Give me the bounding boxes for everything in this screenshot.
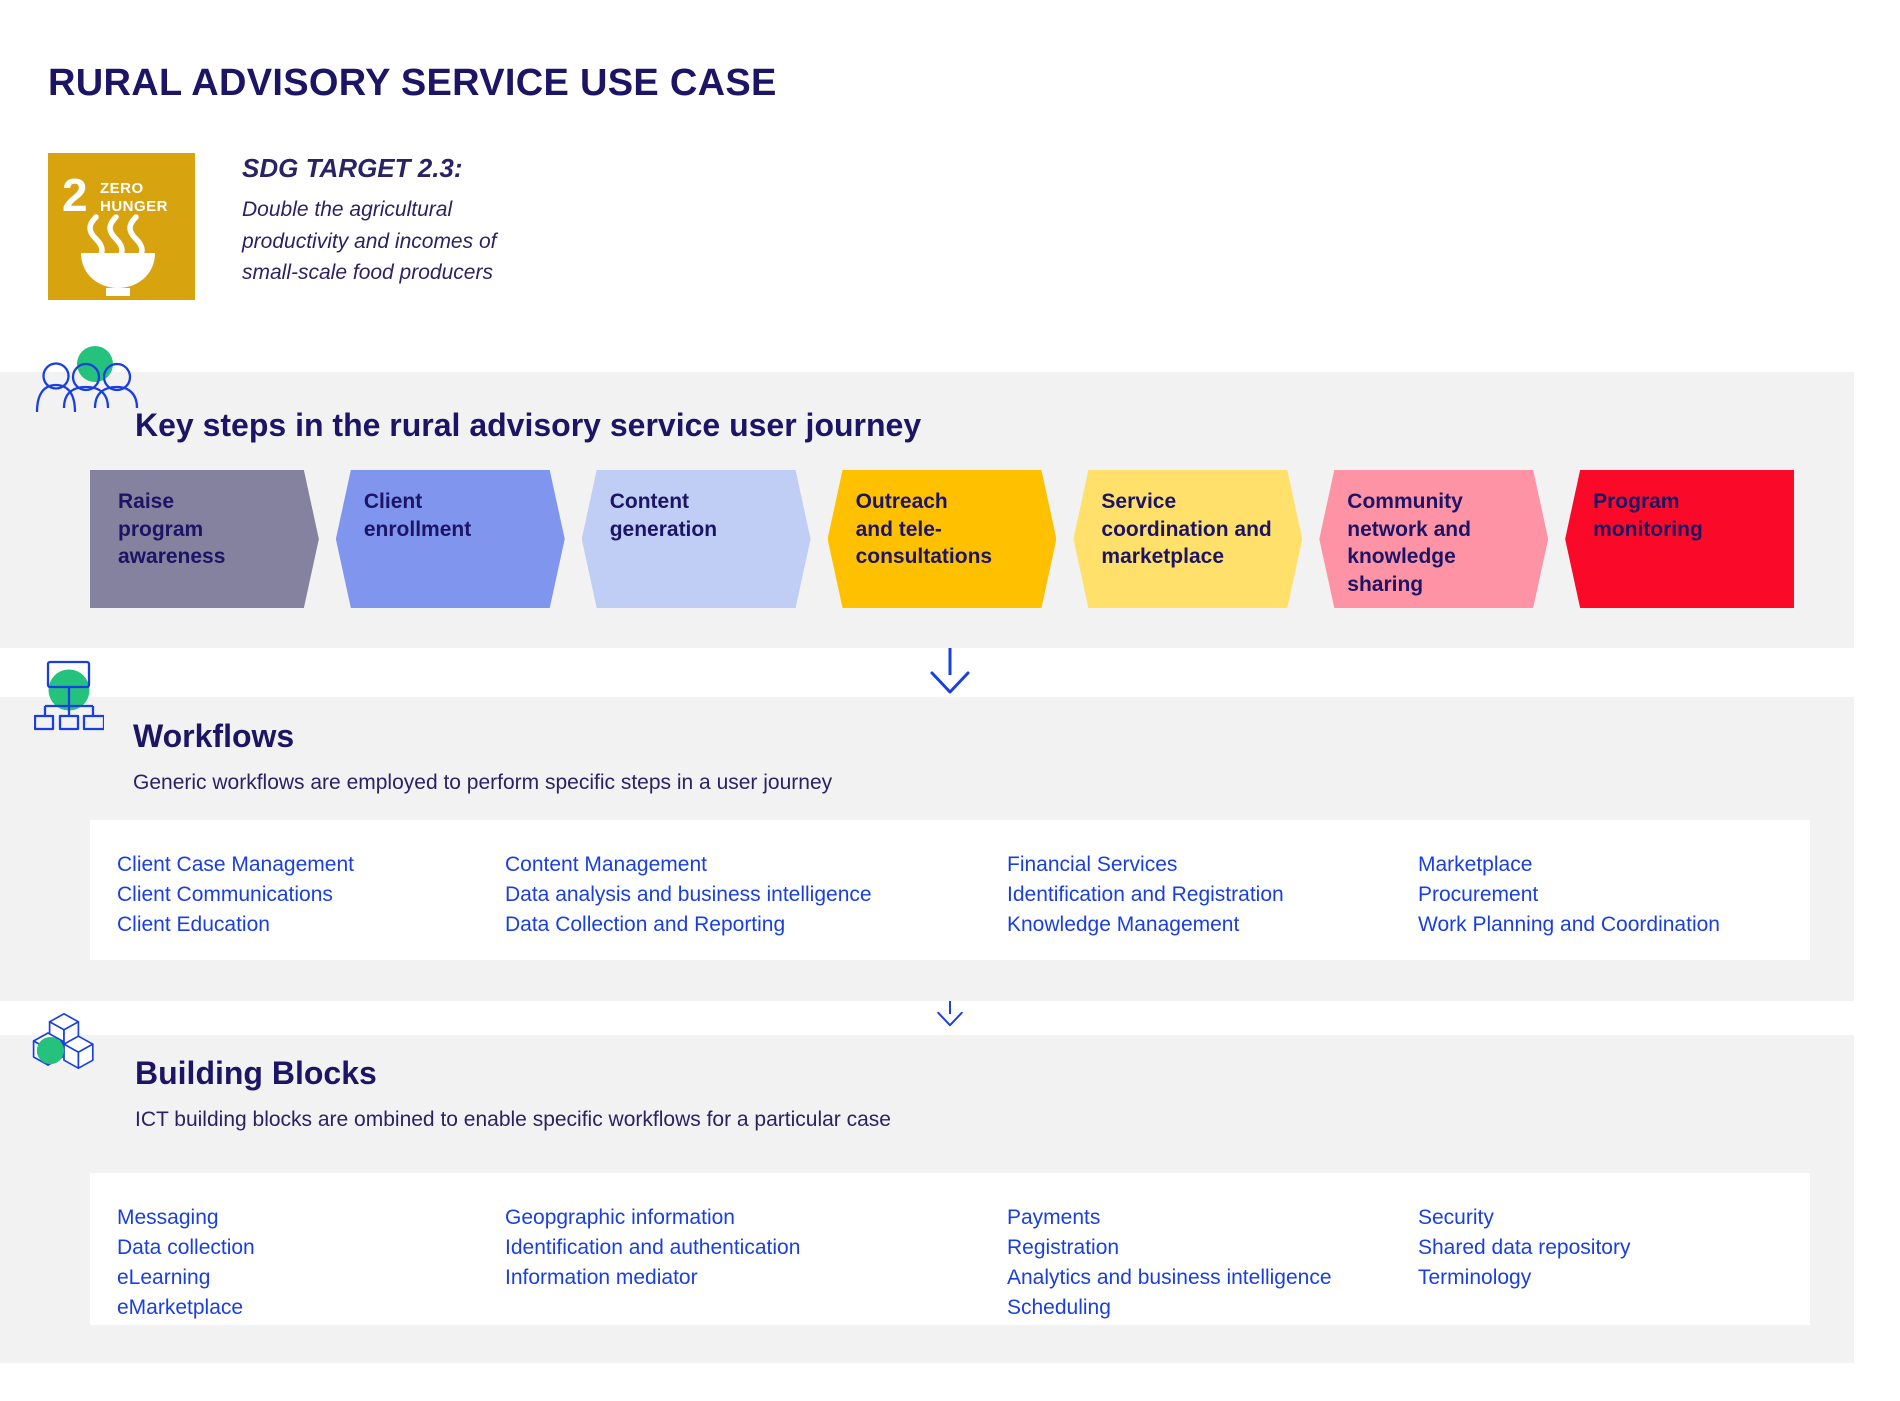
svg-text:ZERO: ZERO [100, 180, 144, 197]
svg-text:2: 2 [62, 169, 88, 221]
svg-text:HUNGER: HUNGER [100, 198, 168, 215]
